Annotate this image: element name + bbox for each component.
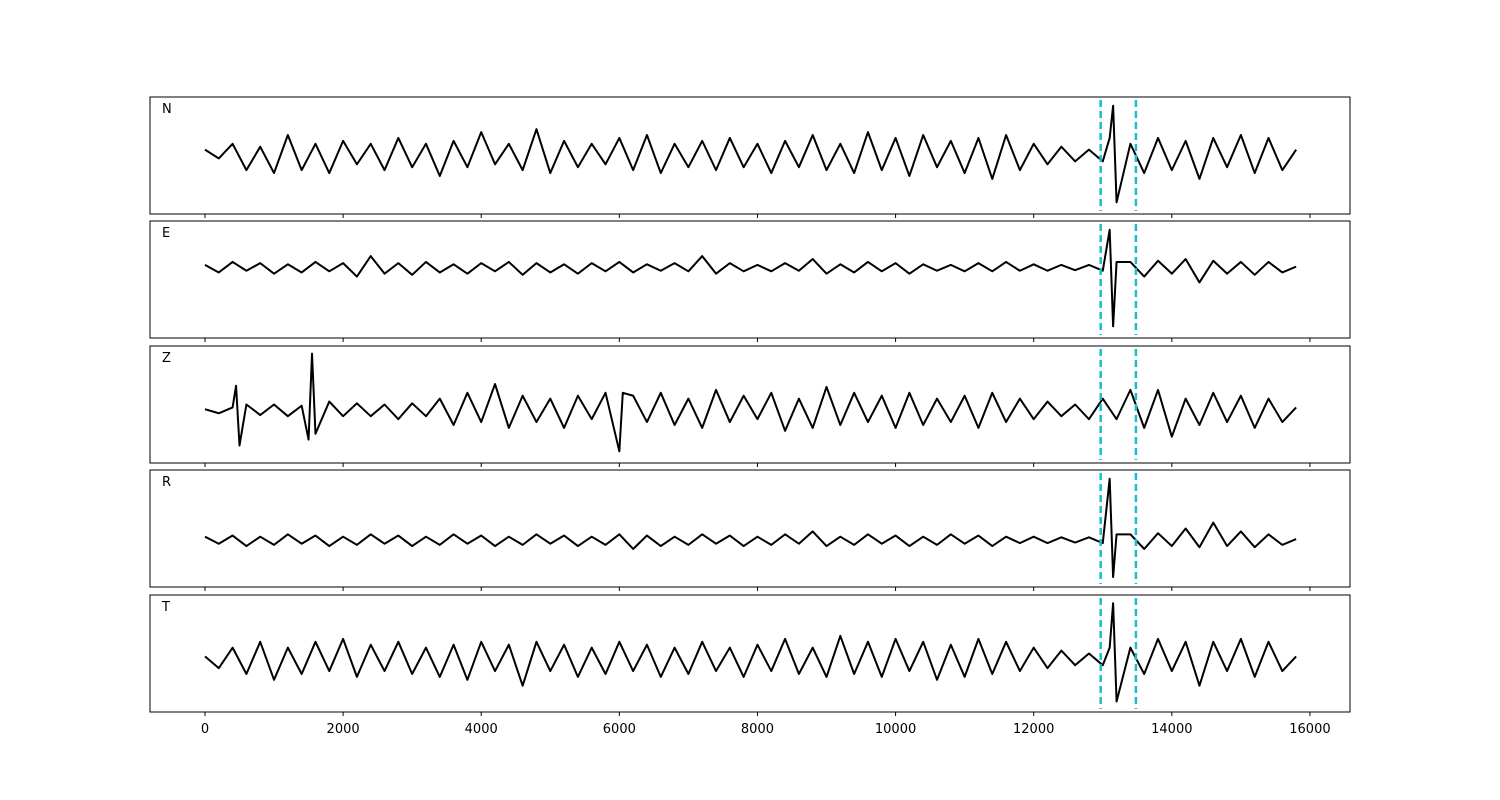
trace (204, 477, 1297, 579)
panel-frame (149, 96, 1351, 215)
x-tick-label: 2000 (327, 722, 360, 737)
trace (204, 104, 1297, 204)
x-tick-label: 14000 (1151, 722, 1192, 737)
x-tick-label: 12000 (1013, 722, 1054, 737)
panel-frame (149, 469, 1351, 588)
x-tick-label: 8000 (741, 722, 774, 737)
trace (204, 352, 1297, 453)
panel-frame (149, 594, 1351, 713)
panel-label: R (162, 475, 171, 490)
panel-label: E (162, 226, 170, 241)
trace (204, 602, 1297, 703)
x-tick-label: 6000 (603, 722, 636, 737)
x-tick-label: 16000 (1289, 722, 1330, 737)
trace (204, 228, 1297, 328)
panel-frame (149, 345, 1351, 464)
panel-label: N (162, 102, 172, 117)
x-tick-label: 0 (201, 722, 209, 737)
panel-label: T (161, 600, 170, 615)
x-tick-label: 10000 (875, 722, 916, 737)
panel-label: Z (162, 351, 171, 366)
panel-frame (149, 220, 1351, 339)
x-tick-label: 4000 (465, 722, 498, 737)
